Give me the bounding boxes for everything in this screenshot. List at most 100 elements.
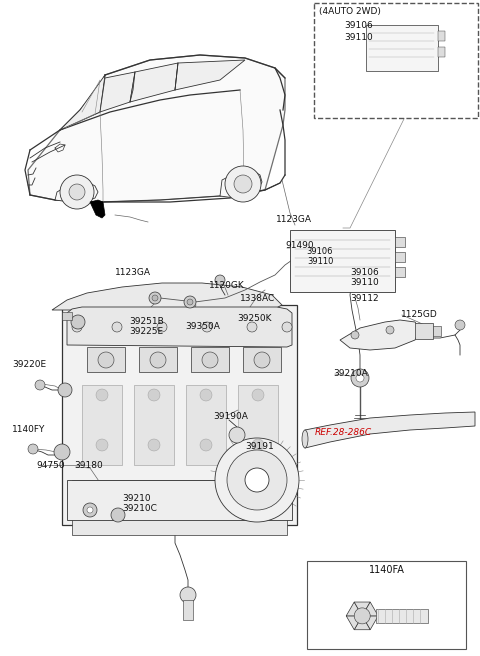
Bar	[307, 561, 466, 649]
Circle shape	[96, 439, 108, 451]
Text: 39110: 39110	[345, 33, 373, 42]
Polygon shape	[67, 307, 292, 347]
Text: 1140FA: 1140FA	[369, 565, 404, 575]
Circle shape	[71, 315, 85, 329]
Bar	[238, 385, 278, 465]
Circle shape	[98, 352, 114, 368]
Polygon shape	[28, 55, 285, 202]
Circle shape	[229, 427, 245, 443]
Circle shape	[187, 299, 193, 305]
Text: 39106: 39106	[345, 21, 373, 30]
Bar	[395, 252, 405, 262]
Polygon shape	[220, 170, 262, 198]
Circle shape	[354, 608, 370, 624]
Circle shape	[351, 369, 369, 387]
Text: 91490: 91490	[286, 241, 314, 251]
Circle shape	[83, 503, 97, 517]
Circle shape	[455, 320, 465, 330]
Bar	[438, 47, 445, 57]
Text: 39250K: 39250K	[238, 314, 272, 323]
Circle shape	[215, 275, 225, 285]
Text: 94750: 94750	[36, 461, 65, 470]
Bar	[438, 31, 445, 41]
Polygon shape	[52, 283, 282, 310]
Circle shape	[356, 374, 364, 382]
Bar	[395, 267, 405, 277]
Circle shape	[111, 508, 125, 522]
Circle shape	[184, 296, 196, 308]
Bar	[366, 26, 438, 72]
Circle shape	[200, 439, 212, 451]
Text: 39110: 39110	[350, 277, 379, 287]
Bar	[186, 385, 226, 465]
Polygon shape	[305, 412, 475, 448]
Circle shape	[87, 507, 93, 513]
Circle shape	[148, 389, 160, 401]
Text: 39210C: 39210C	[122, 504, 157, 513]
Circle shape	[202, 322, 212, 332]
Bar	[376, 609, 428, 623]
Circle shape	[152, 295, 158, 301]
Bar	[134, 385, 174, 465]
Bar	[243, 347, 281, 372]
Text: 39110: 39110	[307, 258, 333, 266]
Polygon shape	[362, 616, 378, 630]
Circle shape	[245, 468, 269, 492]
Circle shape	[58, 383, 72, 397]
Circle shape	[282, 322, 292, 332]
Circle shape	[180, 587, 196, 603]
Circle shape	[254, 352, 270, 368]
Bar	[87, 347, 125, 372]
Circle shape	[60, 175, 94, 209]
Polygon shape	[100, 72, 135, 112]
Circle shape	[252, 439, 264, 451]
Bar	[139, 347, 177, 372]
Polygon shape	[346, 616, 362, 630]
Circle shape	[149, 292, 161, 304]
Text: 1123GA: 1123GA	[276, 215, 312, 224]
Text: 39106: 39106	[307, 247, 333, 256]
Circle shape	[234, 175, 252, 193]
Circle shape	[386, 326, 394, 334]
Bar	[395, 237, 405, 247]
Polygon shape	[90, 200, 105, 218]
Text: 39251B: 39251B	[130, 317, 164, 326]
Circle shape	[148, 439, 160, 451]
Bar	[62, 305, 297, 525]
Bar	[67, 480, 292, 520]
Text: 1338AC: 1338AC	[240, 294, 275, 303]
Text: 39180: 39180	[74, 461, 103, 470]
Circle shape	[54, 444, 70, 460]
Circle shape	[227, 450, 287, 510]
Bar	[82, 385, 122, 465]
Circle shape	[112, 322, 122, 332]
Circle shape	[96, 389, 108, 401]
Circle shape	[200, 389, 212, 401]
Polygon shape	[55, 182, 98, 202]
Bar	[72, 480, 287, 535]
Text: 39210: 39210	[122, 494, 151, 503]
Circle shape	[202, 352, 218, 368]
Circle shape	[72, 322, 82, 332]
Polygon shape	[362, 602, 378, 616]
Text: 1123GA: 1123GA	[115, 268, 151, 277]
Bar	[314, 3, 478, 118]
Text: 39190A: 39190A	[214, 412, 249, 421]
Text: 39350A: 39350A	[185, 322, 220, 331]
Text: 39112: 39112	[350, 294, 379, 303]
Bar	[183, 600, 193, 620]
Polygon shape	[130, 63, 178, 102]
Circle shape	[215, 438, 299, 522]
Text: REF.28-286C: REF.28-286C	[314, 428, 372, 438]
Bar	[290, 230, 395, 292]
Circle shape	[28, 444, 38, 454]
Text: 39191: 39191	[245, 441, 274, 451]
Text: 39106: 39106	[350, 268, 379, 277]
Text: (4AUTO 2WD): (4AUTO 2WD)	[319, 7, 381, 16]
Polygon shape	[354, 602, 370, 616]
Bar	[415, 323, 433, 339]
Bar	[62, 312, 72, 320]
Circle shape	[351, 331, 359, 339]
Polygon shape	[60, 75, 105, 130]
Text: 39225E: 39225E	[130, 327, 164, 336]
